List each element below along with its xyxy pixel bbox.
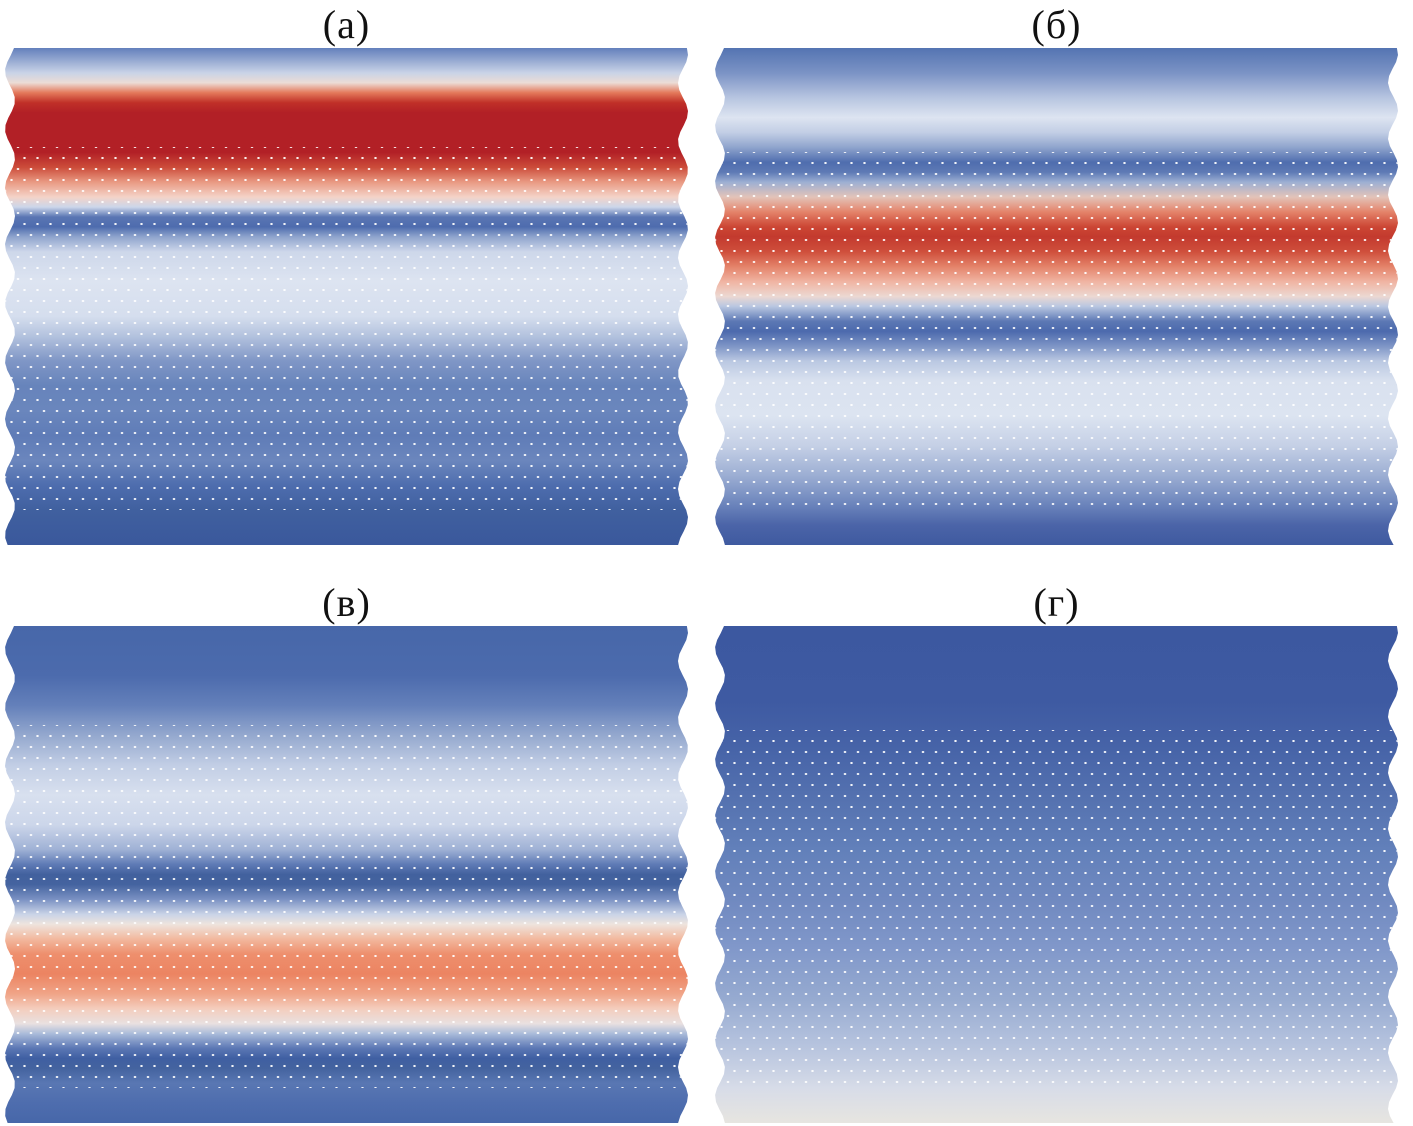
particle-lattice-overlay-b xyxy=(715,152,1398,506)
panel-label-g: (г) xyxy=(1033,579,1080,625)
panel-cell-g: (г) xyxy=(715,578,1398,1123)
panel-label-b: (б) xyxy=(1031,1,1082,47)
particle-lattice-overlay-g xyxy=(715,730,1398,1084)
simulation-panel-a xyxy=(5,48,688,545)
panel-label-a: (а) xyxy=(322,1,371,47)
particle-lattice-overlay-a xyxy=(5,147,688,511)
simulation-panel-v xyxy=(5,626,688,1123)
panel-label-v: (в) xyxy=(322,579,371,625)
panel-cell-a: (а) xyxy=(5,0,688,545)
panel-cell-v: (в) xyxy=(5,578,688,1123)
simulation-panel-b xyxy=(715,48,1398,545)
simulation-panel-g xyxy=(715,626,1398,1123)
particle-lattice-overlay-v xyxy=(5,725,688,1089)
panel-cell-b: (б) xyxy=(715,0,1398,545)
